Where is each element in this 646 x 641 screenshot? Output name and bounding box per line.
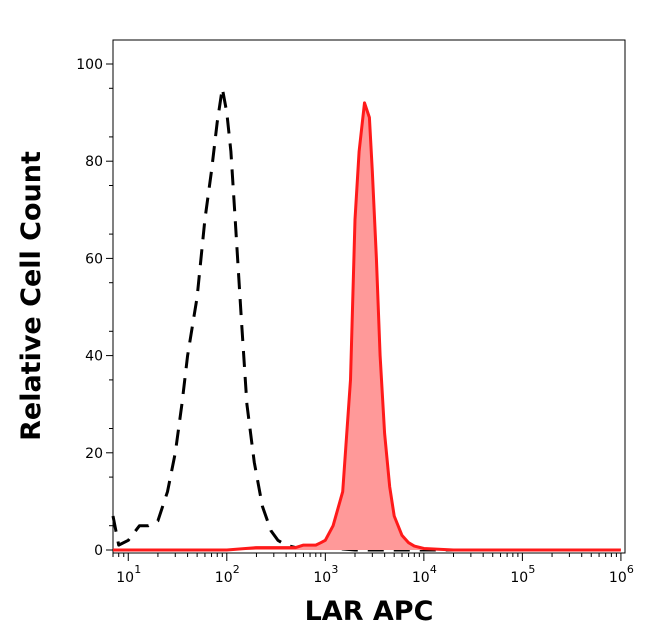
y-tick-label: 0	[94, 543, 103, 559]
x-tick-exponent: 2	[233, 563, 240, 576]
y-tick-label: 40	[85, 349, 103, 365]
y-tick-label: 100	[76, 57, 103, 73]
series-1-area	[113, 102, 621, 551]
x-tick-exponent: 5	[528, 563, 535, 576]
y-major-ticks: 0 20 40 60 80 100	[76, 57, 113, 559]
x-tick-label: 10	[215, 570, 233, 586]
x-tick-label: 10	[510, 570, 528, 586]
x-tick-exponent: 6	[627, 563, 634, 576]
y-minor-ticks	[109, 87, 113, 527]
series-layer	[111, 86, 621, 552]
y-tick-label: 80	[85, 154, 103, 170]
x-tick-label: 10	[116, 570, 134, 586]
x-tick-exponent: 1	[134, 563, 141, 576]
y-axis-title: Relative Cell Count	[16, 151, 47, 441]
y-tick-label: 20	[85, 446, 103, 462]
x-tick-label: 10	[313, 570, 331, 586]
x-tick-exponent: 3	[331, 563, 338, 576]
x-tick-label: 10	[412, 570, 430, 586]
series-1-line	[113, 101, 621, 552]
x-axis-title: LAR APC	[305, 596, 434, 627]
x-tick-exponent: 4	[430, 563, 437, 576]
y-tick-label: 60	[85, 251, 103, 267]
x-tick-label: 10	[609, 570, 627, 586]
plot-frame	[112, 39, 626, 554]
